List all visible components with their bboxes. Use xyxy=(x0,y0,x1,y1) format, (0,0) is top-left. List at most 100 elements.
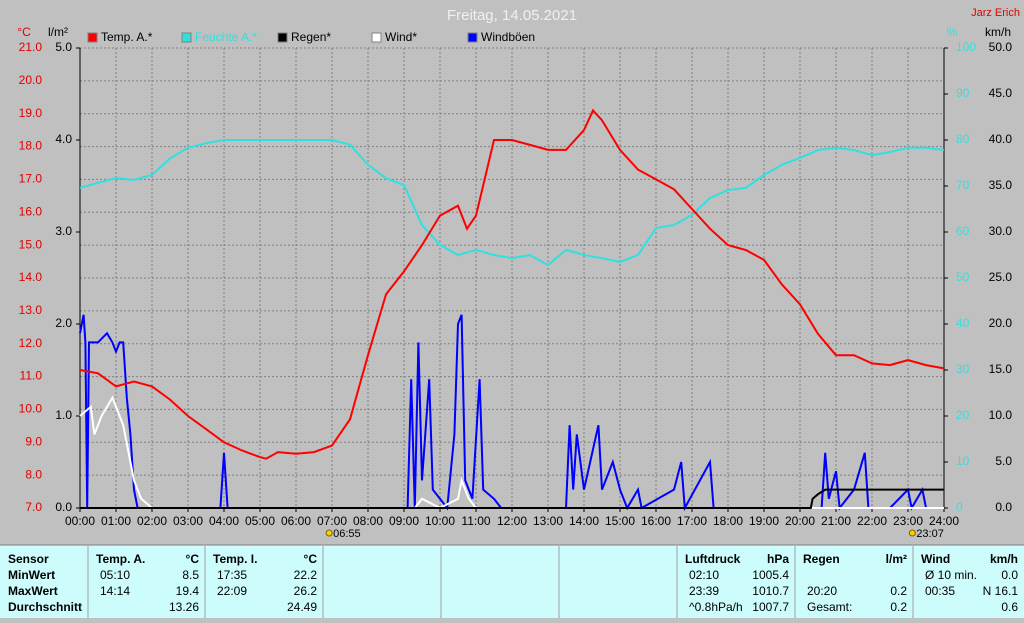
y-tick-label: 12.0 xyxy=(19,336,43,350)
cell-value: 1005.4 xyxy=(752,568,789,582)
y3-tick-label: 70 xyxy=(956,178,970,192)
cell-value: 0.6 xyxy=(1001,600,1018,614)
y-tick-label: 9.0 xyxy=(25,434,42,448)
legend-swatch xyxy=(277,32,288,43)
y3-tick-label: 0 xyxy=(956,500,963,514)
y4-tick-label: 20.0 xyxy=(989,316,1013,330)
legend-swatch xyxy=(87,32,98,43)
x-tick-label: 20:00 xyxy=(785,514,815,528)
row-label: Durchschnitt xyxy=(8,600,82,614)
cell-label: 00:35 xyxy=(925,584,955,598)
x-tick-label: 21:00 xyxy=(821,514,851,528)
group-name: Regen xyxy=(803,552,840,566)
sun-marker xyxy=(908,529,916,537)
y-tick-label: 21.0 xyxy=(19,40,43,54)
cell-value: 0.2 xyxy=(890,600,907,614)
x-tick-label: 02:00 xyxy=(137,514,167,528)
y-tick-label: 8.0 xyxy=(25,467,42,481)
x-tick-label: 09:00 xyxy=(389,514,419,528)
legend-swatch xyxy=(371,32,382,43)
cell-label: 22:09 xyxy=(217,584,247,598)
y-tick-label: 7.0 xyxy=(25,500,42,514)
y3-tick-label: 20 xyxy=(956,408,970,422)
group-unit: l/m² xyxy=(886,552,907,566)
legend-label: Temp. A.* xyxy=(101,30,153,44)
x-tick-label: 07:00 xyxy=(317,514,347,528)
cell-label: Ø 10 min. xyxy=(925,568,977,582)
cell-value: 19.4 xyxy=(176,584,200,598)
y2-tick-label: 1.0 xyxy=(55,408,72,422)
y-tick-label: 13.0 xyxy=(19,303,43,317)
cell-label: ^0.8hPa/h xyxy=(689,600,743,614)
y-axis-unit: °C xyxy=(17,25,31,39)
y4-tick-label: 40.0 xyxy=(989,132,1013,146)
y4-tick-label: 35.0 xyxy=(989,178,1013,192)
y3-tick-label: 40 xyxy=(956,316,970,330)
cell-value: 0.2 xyxy=(890,584,907,598)
table-header: Sensor xyxy=(8,552,49,566)
cell-label: 02:10 xyxy=(689,568,719,582)
sun-marker xyxy=(325,529,333,537)
x-tick-label: 03:00 xyxy=(173,514,203,528)
y3-axis-unit: % xyxy=(947,25,958,39)
group-unit: °C xyxy=(304,552,318,566)
x-tick-label: 11:00 xyxy=(461,514,490,528)
annotation: 23:07 xyxy=(916,528,944,540)
cell-value: 0.0 xyxy=(1001,568,1018,582)
x-tick-label: 10:00 xyxy=(425,514,455,528)
x-tick-label: 24:00 xyxy=(929,514,959,528)
x-tick-label: 19:00 xyxy=(749,514,779,528)
y-tick-label: 15.0 xyxy=(19,237,43,251)
y-tick-label: 18.0 xyxy=(19,139,43,153)
annotation: 06:55 xyxy=(333,528,361,540)
legend-label: Regen* xyxy=(291,30,331,44)
group-unit: hPa xyxy=(767,552,789,566)
x-tick-label: 16:00 xyxy=(641,514,671,528)
y4-tick-label: 30.0 xyxy=(989,224,1013,238)
y3-tick-label: 60 xyxy=(956,224,970,238)
x-tick-label: 13:00 xyxy=(533,514,563,528)
y-tick-label: 14.0 xyxy=(19,270,43,284)
y2-tick-label: 5.0 xyxy=(55,40,72,54)
y3-tick-label: 10 xyxy=(956,454,970,468)
legend-swatch xyxy=(467,32,478,43)
y2-tick-label: 2.0 xyxy=(55,316,72,330)
y3-tick-label: 80 xyxy=(956,132,970,146)
y2-tick-label: 4.0 xyxy=(55,132,72,146)
series-line xyxy=(79,139,945,267)
y-tick-label: 10.0 xyxy=(19,402,43,416)
x-tick-label: 12:00 xyxy=(497,514,527,528)
x-tick-label: 17:00 xyxy=(677,514,707,528)
table-background xyxy=(0,545,1024,618)
cell-value: 26.2 xyxy=(294,584,318,598)
y2-tick-label: 3.0 xyxy=(55,224,72,238)
legend-label: Feuchte A.* xyxy=(195,30,257,44)
series-line xyxy=(79,314,944,512)
row-label: MaxWert xyxy=(8,584,58,598)
y-tick-label: 17.0 xyxy=(19,172,43,186)
chart-title: Freitag, 14.05.2021 xyxy=(447,7,577,24)
y2-axis-unit: l/m² xyxy=(48,25,68,39)
y4-tick-label: 15.0 xyxy=(989,362,1013,376)
y4-axis-unit: km/h xyxy=(985,25,1011,39)
y3-tick-label: 50 xyxy=(956,270,970,284)
row-label: MinWert xyxy=(8,568,55,582)
cell-value: 1007.7 xyxy=(752,600,789,614)
x-tick-label: 15:00 xyxy=(605,514,635,528)
legend-swatch xyxy=(181,32,192,43)
cell-label: 23:39 xyxy=(689,584,719,598)
series-line xyxy=(79,395,944,510)
cell-value: N 16.1 xyxy=(983,584,1019,598)
y-tick-label: 20.0 xyxy=(19,73,43,87)
legend-label: Windböen xyxy=(481,30,535,44)
group-name: Luftdruck xyxy=(685,552,741,566)
y2-tick-label: 0.0 xyxy=(55,500,72,514)
group-unit: km/h xyxy=(990,552,1018,566)
y3-tick-label: 30 xyxy=(956,362,970,376)
y4-tick-label: 25.0 xyxy=(989,270,1013,284)
y3-tick-label: 90 xyxy=(956,86,970,100)
group-name: Temp. A. xyxy=(96,552,145,566)
legend-label: Wind* xyxy=(385,30,417,44)
